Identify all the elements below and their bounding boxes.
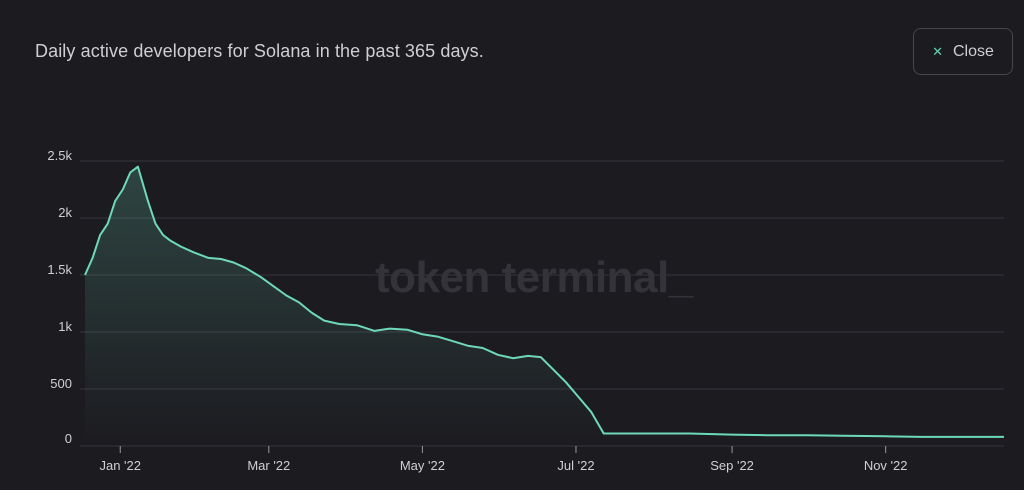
y-axis: 0 500 1k 1.5k 2k 2.5k [47,148,72,446]
y-tick-label: 1k [58,319,72,334]
chart-title: Daily active developers for Solana in th… [35,41,484,61]
x-tick-label: Nov '22 [864,458,908,473]
x-tick-label: Mar '22 [247,458,290,473]
close-label: Close [953,42,994,60]
close-icon: ✕ [932,43,943,59]
y-tick-label: 2k [58,205,72,220]
x-tick-label: Jul '22 [557,458,594,473]
y-tick-label: 500 [50,376,72,391]
close-button[interactable]: ✕ Close [913,28,1013,75]
y-tick-label: 0 [65,431,72,446]
x-axis: Jan '22 Mar '22 May '22 Jul '22 Sep '22 Nov '… [99,446,907,473]
x-tick-label: Jan '22 [99,458,141,473]
watermark: token terminal_ [375,253,694,302]
x-tick-label: May '22 [400,458,445,473]
series-area [85,166,1004,446]
y-tick-label: 1.5k [47,262,72,277]
y-tick-label: 2.5k [47,148,72,163]
x-tick-label: Sep '22 [710,458,754,473]
series-line [84,165,1004,438]
